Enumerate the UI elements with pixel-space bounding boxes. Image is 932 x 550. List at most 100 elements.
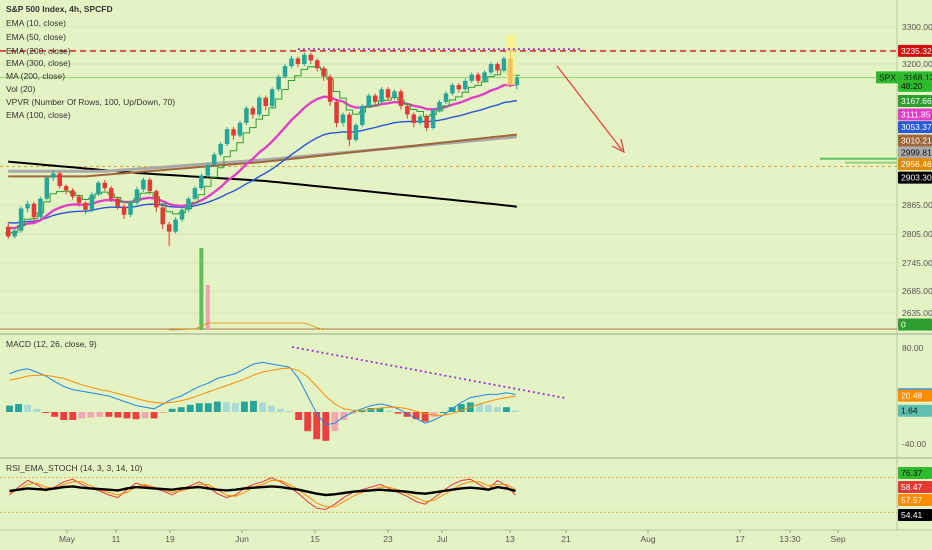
- time-tick-1: 11: [112, 534, 121, 544]
- candle-body-13: [89, 194, 95, 210]
- legend-ema200[interactable]: EMA (200, close): [6, 46, 71, 56]
- macd-trendline: [291, 346, 566, 399]
- macd-hist-bar-38: [349, 412, 357, 414]
- candle-body-70: [456, 85, 462, 90]
- price-tag-9-bg: [898, 171, 932, 184]
- macd-hist-bar-10: [96, 412, 104, 417]
- highlight-box: [506, 35, 516, 86]
- macd-hist-bar-21: [195, 403, 203, 412]
- candle-body-71: [463, 80, 468, 90]
- macd-hist-bar-35: [322, 412, 330, 441]
- candle-body-2: [18, 208, 24, 231]
- rsi-tag-0-text: 76.37: [901, 468, 923, 478]
- macd-hist-bar-37: [340, 412, 348, 420]
- price-tag-4-text: 3111.85: [901, 110, 931, 120]
- candle-body-18: [121, 206, 127, 215]
- candle-body-8: [57, 173, 62, 187]
- candle-body-14: [96, 182, 101, 195]
- candle-body-45: [295, 58, 301, 64]
- candle-body-72: [469, 74, 474, 81]
- macd-hist-bar-41: [376, 408, 384, 412]
- candle-body-25: [166, 224, 172, 232]
- legend-vpvr[interactable]: VPVR (Number Of Rows, 100, Up/Down, 70): [6, 97, 175, 107]
- macd-hist-bar-9: [87, 412, 95, 418]
- macd-hist-bar-6: [60, 412, 68, 420]
- rsi-series-1: [9, 477, 516, 511]
- macd-hist-bar-13: [123, 412, 131, 419]
- price-tag-10-bg: [898, 318, 932, 331]
- drawings: [297, 35, 897, 164]
- rsi-series: [0, 477, 897, 513]
- macd-hist-bar-4: [42, 412, 50, 413]
- macd-hist-bar-12: [114, 412, 122, 418]
- time-tick-11: 13:30: [779, 534, 801, 544]
- price-tick-4: 2745.00: [902, 258, 932, 268]
- time-tick-10: 17: [735, 534, 745, 544]
- macd-hist-bar-36: [331, 412, 339, 432]
- candle-body-15: [102, 182, 108, 189]
- price-tick-6: 2635.00: [902, 308, 932, 318]
- macd-hist-bar-27: [250, 400, 257, 412]
- macd-tick-1: -40.00: [902, 439, 926, 449]
- candle-body-53: [347, 114, 352, 140]
- candle-body-9: [63, 186, 69, 191]
- time-tick-0: May: [59, 534, 76, 544]
- legend-ema10[interactable]: EMA (10, close): [6, 18, 66, 28]
- macd-series: [6, 346, 566, 441]
- candle-body-79: [514, 77, 520, 86]
- time-tick-3: Jun: [235, 534, 249, 544]
- candle-body-64: [417, 116, 423, 123]
- grid: [0, 26, 897, 314]
- candle-body-75: [488, 64, 494, 73]
- rsi-pane-title[interactable]: RSI_EMA_STOCH (14, 3, 3, 14, 10): [6, 463, 143, 473]
- price-tag-2-bg: [898, 79, 932, 92]
- legend-ema100[interactable]: EMA (100, close): [6, 110, 71, 120]
- macd-hist-bar-11: [105, 412, 113, 417]
- candlesticks: [5, 49, 520, 247]
- rsi-series-0: [9, 485, 516, 497]
- candle-body-35: [231, 129, 236, 136]
- candle-body-21: [141, 179, 146, 190]
- candle-body-29: [192, 188, 198, 199]
- macd-hist-bar-15: [141, 412, 149, 419]
- macd-hist-bar-1: [15, 404, 22, 412]
- rsi-tag-3-text: 54.41: [901, 510, 923, 520]
- candle-body-62: [405, 106, 410, 115]
- rsi-tag-2-text: 57.57: [901, 495, 923, 505]
- legend-ma200[interactable]: MA (200, close): [6, 71, 65, 81]
- macd-pane-title[interactable]: MACD (12, 26, close, 9): [6, 339, 97, 349]
- candle-body-28: [186, 198, 191, 210]
- macd-hist-bar-55: [503, 407, 510, 412]
- time-tick-7: 13: [505, 534, 515, 544]
- macd-hist-bar-53: [484, 404, 492, 412]
- price-tag-7-bg: [898, 146, 932, 159]
- candle-body-61: [398, 91, 404, 107]
- ema100-line: [8, 133, 517, 178]
- price-tag-7-text: 2999.81: [901, 147, 932, 157]
- chart-title: S&P 500 Index, 4h, SPCFD: [6, 4, 113, 14]
- legend-vol[interactable]: Vol (20): [6, 84, 35, 94]
- time-tick-4: 15: [310, 534, 320, 544]
- volume-bars: [169, 248, 324, 331]
- legend-ema300[interactable]: EMA (300, close): [6, 58, 71, 68]
- candle-body-43: [282, 66, 288, 77]
- time-tick-12: Sep: [830, 534, 845, 544]
- volume-bar-1: [205, 284, 210, 330]
- macd-hist-bar-45: [412, 412, 420, 420]
- macd-hist-bar-8: [78, 412, 86, 419]
- candle-body-73: [475, 74, 481, 81]
- macd-line: [9, 361, 516, 426]
- macd-hist-bar-44: [403, 412, 411, 417]
- rsi-series-2: [9, 480, 516, 508]
- candle-body-58: [379, 89, 384, 102]
- macd-hist-bar-34: [313, 412, 321, 440]
- rsi-tag-1-text: 58.47: [901, 482, 923, 492]
- volume-bar-0: [199, 248, 204, 330]
- time-tick-8: 21: [561, 534, 571, 544]
- legend-ema50[interactable]: EMA (50, close): [6, 32, 66, 42]
- macd-hist-bar-50: [457, 404, 465, 412]
- candle-body-16: [108, 188, 114, 199]
- macd-hist-bar-22: [204, 403, 212, 412]
- candle-body-57: [372, 95, 378, 102]
